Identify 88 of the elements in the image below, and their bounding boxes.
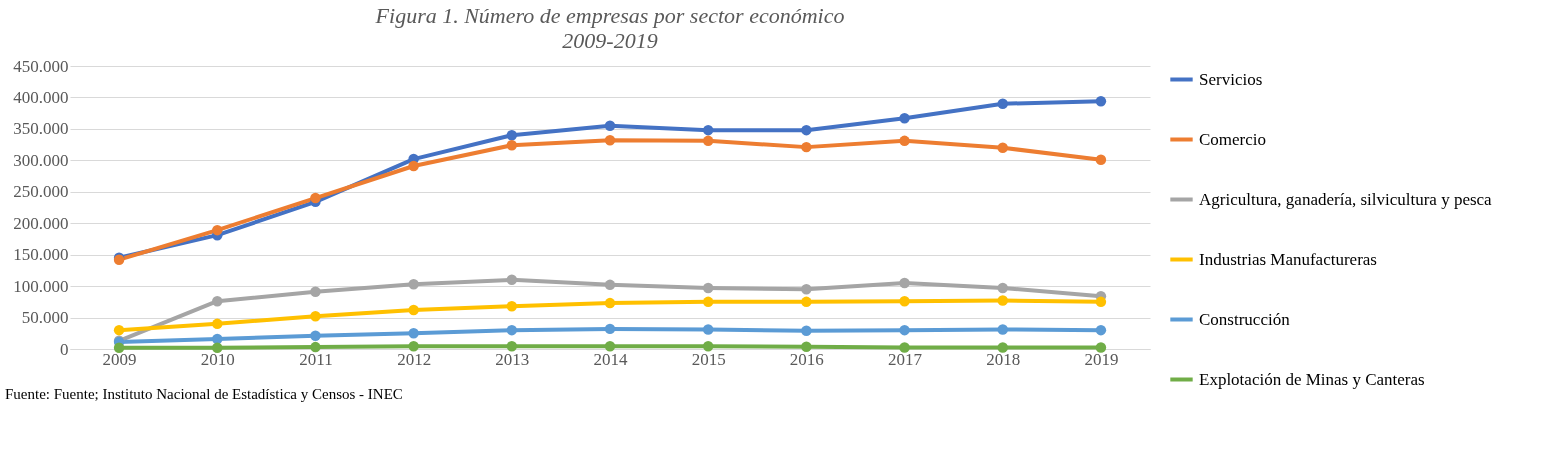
y-tick-label: 300.000 bbox=[13, 150, 69, 170]
point bbox=[702, 124, 714, 136]
point bbox=[1095, 154, 1107, 165]
point bbox=[604, 340, 616, 352]
point bbox=[997, 282, 1008, 294]
point bbox=[310, 311, 321, 322]
y-tick-label: 50.000 bbox=[21, 308, 69, 328]
x-tick-label: 2016 bbox=[789, 349, 824, 369]
point bbox=[997, 342, 1008, 353]
point bbox=[604, 297, 616, 309]
point bbox=[408, 304, 419, 316]
point bbox=[997, 324, 1008, 335]
point bbox=[997, 98, 1008, 109]
point bbox=[506, 301, 518, 312]
x-tick-label: 2013 bbox=[495, 349, 530, 369]
point bbox=[310, 192, 321, 204]
point bbox=[801, 325, 812, 336]
y-tick-label: 250.000 bbox=[13, 182, 69, 202]
point bbox=[604, 279, 616, 291]
point bbox=[310, 341, 321, 353]
point bbox=[212, 333, 223, 345]
point bbox=[408, 160, 419, 172]
legend-label: Construcción bbox=[1199, 309, 1291, 329]
point bbox=[801, 284, 812, 295]
y-tick-label: 100.000 bbox=[13, 276, 69, 296]
y-tick-label: 200.000 bbox=[13, 213, 69, 233]
point bbox=[1095, 324, 1107, 336]
legend-label: Comercio bbox=[1199, 129, 1267, 149]
y-tick-label: 350.000 bbox=[13, 119, 69, 139]
point bbox=[997, 142, 1008, 153]
point bbox=[408, 340, 419, 352]
legend-label: Explotación de Minas y Canteras bbox=[1199, 369, 1425, 389]
point bbox=[506, 324, 518, 336]
point bbox=[997, 295, 1008, 306]
chart-subtitle: 2009-2019 bbox=[562, 28, 658, 53]
point bbox=[801, 141, 812, 153]
point bbox=[604, 134, 616, 146]
point bbox=[899, 277, 910, 289]
x-tick-label: 2014 bbox=[593, 349, 628, 369]
point bbox=[899, 135, 910, 147]
point bbox=[899, 112, 910, 124]
point bbox=[113, 324, 125, 336]
point bbox=[212, 295, 223, 307]
y-tick-label: 400.000 bbox=[13, 87, 69, 107]
point bbox=[506, 274, 518, 286]
point bbox=[310, 286, 321, 297]
y-tick-label: 0 bbox=[60, 339, 69, 359]
point bbox=[702, 296, 714, 308]
point bbox=[604, 323, 616, 335]
point bbox=[702, 282, 714, 294]
point bbox=[408, 328, 419, 339]
point bbox=[899, 324, 910, 336]
point bbox=[1095, 296, 1107, 308]
x-tick-label: 2012 bbox=[397, 349, 432, 369]
point bbox=[1095, 95, 1107, 107]
point bbox=[801, 341, 812, 353]
x-tick-label: 2017 bbox=[888, 349, 923, 369]
point bbox=[506, 140, 518, 151]
x-tick-label: 2010 bbox=[200, 349, 235, 369]
point bbox=[310, 330, 321, 342]
y-tick-label: 150.000 bbox=[13, 245, 69, 265]
point bbox=[506, 129, 518, 141]
point bbox=[604, 120, 616, 131]
point bbox=[113, 342, 125, 353]
point bbox=[702, 340, 714, 352]
point bbox=[212, 318, 223, 330]
x-tick-label: 2009 bbox=[102, 349, 137, 369]
legend-label: Agricultura, ganadería, silvicultura y pesca bbox=[1199, 189, 1493, 209]
x-tick-label: 2011 bbox=[299, 349, 333, 369]
point bbox=[212, 224, 223, 236]
chart-title: Figura 1. Número de empresas por sector económico bbox=[374, 3, 845, 28]
point bbox=[801, 124, 812, 136]
y-tick-label: 450.000 bbox=[13, 56, 69, 76]
point bbox=[408, 278, 419, 290]
source-note: Fuente: Fuente; Instituto Nacional de Estadística y Censos - INEC bbox=[5, 386, 403, 402]
point bbox=[702, 324, 714, 335]
point bbox=[899, 342, 910, 353]
x-tick-label: 2019 bbox=[1084, 349, 1119, 369]
x-tick-label: 2018 bbox=[986, 349, 1021, 369]
x-tick-label: 2015 bbox=[691, 349, 726, 369]
point bbox=[212, 342, 223, 353]
point bbox=[801, 296, 812, 308]
point bbox=[1095, 342, 1107, 353]
point bbox=[899, 295, 910, 307]
point bbox=[702, 135, 714, 147]
legend-label: Industrias Manufactureras bbox=[1199, 249, 1377, 269]
legend-label: Servicios bbox=[1199, 69, 1263, 89]
point bbox=[506, 340, 518, 352]
